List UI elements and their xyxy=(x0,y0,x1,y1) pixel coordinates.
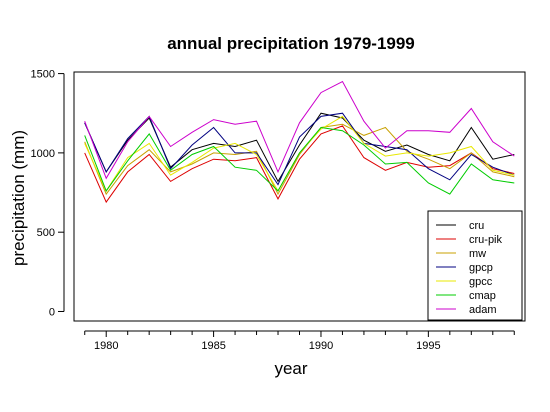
legend-label-mw: mw xyxy=(469,248,486,260)
x-tick-label: 1995 xyxy=(416,340,440,352)
legend-box xyxy=(427,210,523,321)
legend-label-cmap: cmap xyxy=(469,290,496,302)
legend-label-cru: cru xyxy=(469,220,484,232)
x-tick-label: 1985 xyxy=(201,340,225,352)
series-line-cmap xyxy=(84,126,515,195)
legend-items: cru cru-pik mw gpcp gpcc cmap adam xyxy=(436,220,503,316)
legend-label-adam: adam xyxy=(469,304,497,316)
chart-title: annual precipitation 1979-1999 xyxy=(167,34,415,53)
y-tick-label: 500 xyxy=(37,227,55,239)
y-axis: 0 500 1000 1500 xyxy=(31,69,65,318)
y-tick-label: 1500 xyxy=(31,69,55,81)
series-lines xyxy=(84,80,515,204)
x-axis: 1980 1985 1990 1995 xyxy=(84,330,515,352)
legend-label-cru-pik: cru-pik xyxy=(469,234,503,246)
series-line-adam xyxy=(84,80,515,180)
x-tick-label: 1990 xyxy=(309,340,333,352)
plot-frame xyxy=(73,71,526,322)
series-line-gpcp xyxy=(84,112,515,186)
legend-label-gpcc: gpcc xyxy=(469,276,493,288)
x-tick-label: 1980 xyxy=(94,340,118,352)
series-line-mw xyxy=(84,123,515,196)
legend-label-gpcp: gpcp xyxy=(469,262,493,274)
x-axis-label: year xyxy=(274,359,307,378)
y-axis-label: precipitation (mm) xyxy=(9,130,28,266)
series-line-cru-pik xyxy=(84,125,515,204)
y-tick-label: 1000 xyxy=(31,148,55,160)
y-tick-label: 0 xyxy=(49,306,55,318)
legend: cru cru-pik mw gpcp gpcc cmap adam xyxy=(427,210,523,321)
